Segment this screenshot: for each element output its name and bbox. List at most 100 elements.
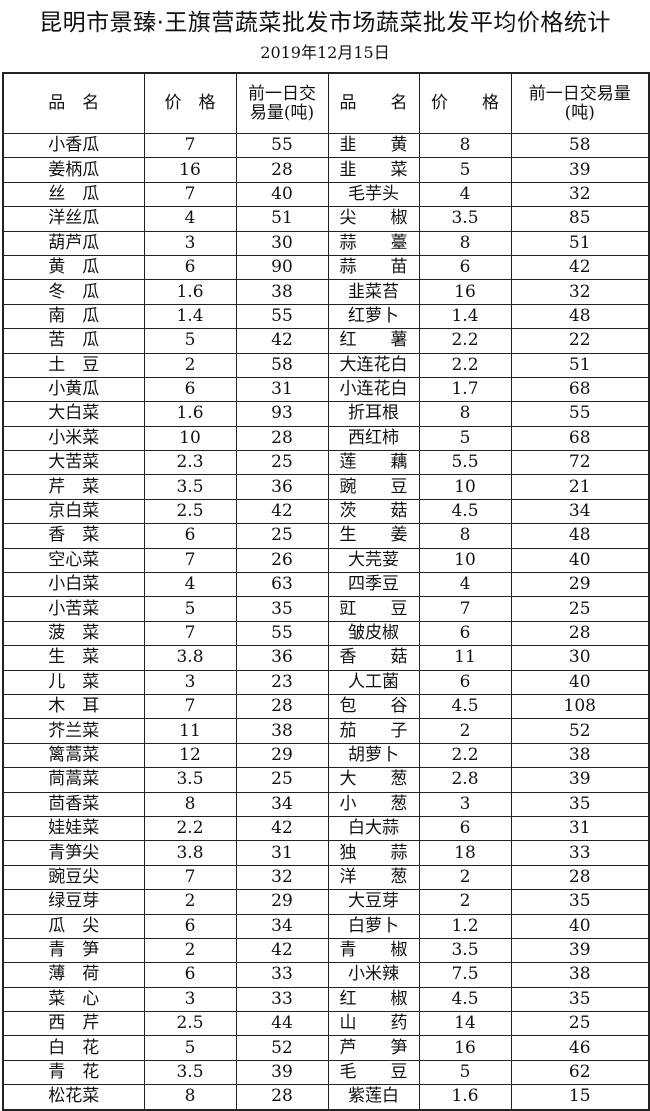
item-volume: 38: [510, 962, 650, 988]
item-name: 莲 藕: [327, 450, 420, 476]
item-name: 小白菜: [2, 572, 145, 598]
table-row: 小白菜 4 63 四季豆 4 29: [2, 572, 650, 598]
item-volume: 52: [510, 718, 650, 744]
item-name: 篱蒿菜: [2, 742, 145, 769]
table-row: 青 笋 2 42 青 椒 3.5 39: [2, 937, 650, 964]
table-row: 芹 菜 3.5 36 豌 豆 10 21: [2, 474, 650, 500]
item-volume: 29: [510, 572, 650, 598]
item-name: 韭 菜: [327, 157, 420, 183]
item-price: 5: [418, 425, 512, 452]
item-volume: 32: [510, 279, 650, 305]
item-name: 香 菇: [327, 645, 420, 671]
item-volume: 33: [510, 840, 650, 866]
item-name: 山 药: [327, 1011, 420, 1037]
item-name: 大白菜: [2, 401, 145, 427]
table-row: 姜柄瓜 16 28 韭 菜 5 39: [2, 157, 650, 183]
item-price: 1.6: [143, 401, 237, 427]
item-volume: 25: [235, 767, 329, 793]
item-price: 4.5: [418, 693, 512, 720]
table-row: 青 花 3.5 39 毛 豆 5 62: [2, 1059, 650, 1086]
item-volume: 34: [510, 498, 650, 525]
table-row: 菜 心 3 33 红 椒 4.5 35: [2, 986, 650, 1013]
item-price: 5: [418, 1059, 512, 1086]
item-price: 6: [143, 254, 237, 281]
item-name: 小苦菜: [2, 596, 145, 622]
table-row: 京白菜 2.5 42 茨 菇 4.5 34: [2, 498, 650, 525]
item-price: 3.5: [418, 206, 512, 232]
item-price: 2.5: [143, 498, 237, 525]
item-volume: 22: [510, 328, 650, 354]
item-name: 冬 瓜: [2, 279, 145, 305]
item-volume: 42: [235, 498, 329, 525]
item-volume: 38: [510, 742, 650, 769]
item-price: 7: [143, 864, 237, 891]
item-price: 8: [418, 401, 512, 427]
item-name: 蒜 苗: [327, 254, 420, 281]
item-name: 绿豆芽: [2, 889, 145, 915]
item-price: 14: [418, 1011, 512, 1037]
item-volume: 40: [510, 913, 650, 939]
item-price: 7: [418, 596, 512, 622]
item-name: 胡萝卜: [327, 742, 420, 769]
table-row: 葫芦瓜 3 30 蒜 薹 8 51: [2, 230, 650, 256]
header-volume: 前一日交易量(吨): [510, 72, 650, 134]
item-volume: 28: [510, 864, 650, 891]
item-name: 生 姜: [327, 523, 420, 549]
table-row: 青笋尖 3.8 31 独 蒜 18 33: [2, 840, 650, 866]
item-name: 豇 豆: [327, 596, 420, 622]
item-price: 8: [143, 791, 237, 817]
table-row: 儿 菜 3 23 人工菌 6 40: [2, 669, 650, 695]
table-row: 小香瓜 7 55 韭 黄 8 58: [2, 132, 650, 159]
item-price: 11: [418, 645, 512, 671]
item-price: 8: [418, 132, 512, 159]
item-volume: 28: [235, 1084, 329, 1111]
item-name: 独 蒜: [327, 840, 420, 866]
item-volume: 23: [235, 669, 329, 695]
item-name: 空心菜: [2, 547, 145, 574]
item-name: 西 芹: [2, 1011, 145, 1037]
item-price: 10: [143, 425, 237, 452]
item-price: 3.5: [143, 474, 237, 500]
item-price: 7: [143, 620, 237, 647]
item-volume: 39: [510, 157, 650, 183]
item-price: 2.8: [418, 767, 512, 793]
table-row: 黄 瓜 6 90 蒜 苗 6 42: [2, 254, 650, 281]
item-volume: 62: [510, 1059, 650, 1086]
item-name: 洋 葱: [327, 864, 420, 891]
item-name: 娃娃菜: [2, 815, 145, 842]
item-price: 2: [143, 889, 237, 915]
item-name: 毛芋头: [327, 181, 420, 208]
item-name: 丝 瓜: [2, 181, 145, 208]
table-row: 豌豆尖 7 32 洋 葱 2 28: [2, 864, 650, 891]
item-volume: 35: [510, 791, 650, 817]
table-row: 小黄瓜 6 31 小连花白 1.7 68: [2, 376, 650, 403]
item-volume: 15: [510, 1084, 650, 1111]
item-volume: 39: [235, 1059, 329, 1086]
table-row: 大苦菜 2.3 25 莲 藕 5.5 72: [2, 450, 650, 476]
item-price: 3: [143, 986, 237, 1013]
item-price: 8: [418, 523, 512, 549]
item-volume: 42: [235, 815, 329, 842]
table-row: 篱蒿菜 12 29 胡萝卜 2.2 38: [2, 742, 650, 769]
item-price: 3: [143, 669, 237, 695]
header-name: 品 名: [327, 72, 420, 134]
table-row: 菠 菜 7 55 皱皮椒 6 28: [2, 620, 650, 647]
item-name: 红 薯: [327, 328, 420, 354]
item-volume: 36: [235, 474, 329, 500]
item-volume: 28: [235, 157, 329, 183]
table-row: 松花菜 8 28 紫莲白 1.6 15: [2, 1084, 650, 1111]
table-row: 茼蒿菜 3.5 25 大 葱 2.8 39: [2, 767, 650, 793]
item-price: 2: [143, 937, 237, 964]
item-name: 大连花白: [327, 352, 420, 378]
item-price: 16: [418, 1035, 512, 1061]
item-volume: 21: [510, 474, 650, 500]
item-price: 6: [143, 523, 237, 549]
item-price: 5: [418, 157, 512, 183]
item-price: 1.7: [418, 376, 512, 403]
item-volume: 42: [235, 937, 329, 964]
table-row: 薄 荷 6 33 小米辣 7.5 38: [2, 962, 650, 988]
table-row: 苦 瓜 5 42 红 薯 2.2 22: [2, 328, 650, 354]
item-name: 茼蒿菜: [2, 767, 145, 793]
item-name: 芥兰菜: [2, 718, 145, 744]
item-price: 6: [143, 376, 237, 403]
